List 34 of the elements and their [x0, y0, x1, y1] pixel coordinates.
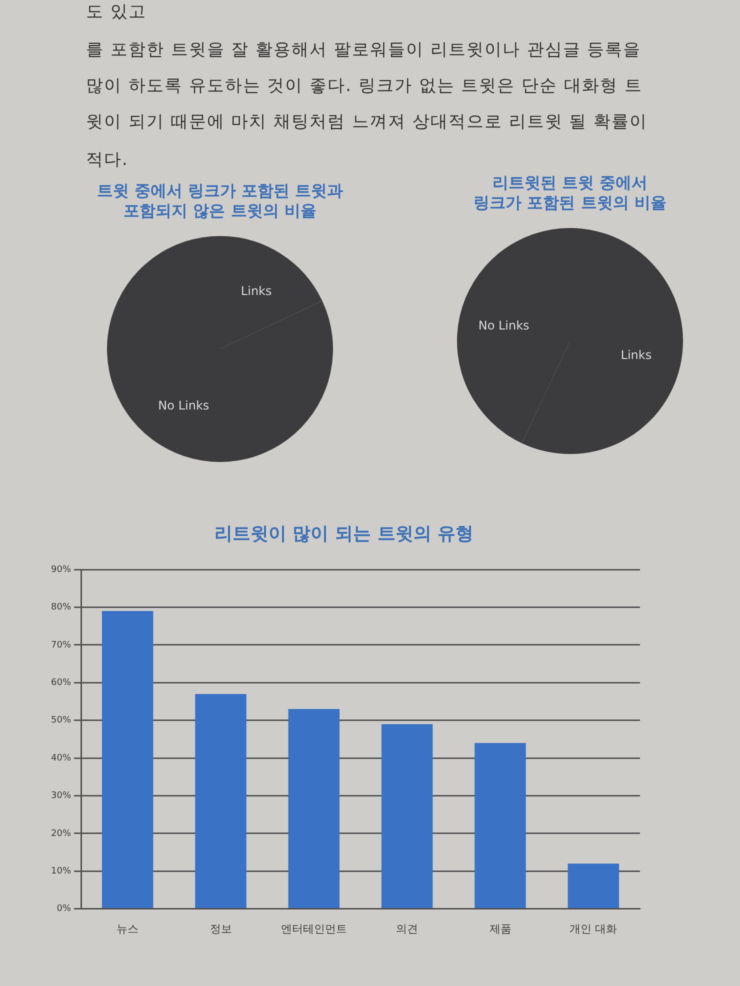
y-tick-label: 60%: [50, 678, 72, 688]
y-tick-label: 90%: [50, 564, 72, 575]
y-tick-label: 70%: [50, 640, 72, 650]
x-tick-label: 정보: [210, 922, 232, 936]
slice-label: Links: [240, 284, 272, 298]
x-tick-label: 엔터테인먼트: [280, 922, 347, 936]
text: 를 포함한 트윗을 잘 활용해서 팔로워들이 리트윗이나 관심글 등록을: [86, 40, 642, 60]
slice-label: No Links: [158, 398, 210, 412]
y-tick-label: 50%: [50, 716, 72, 726]
text: 많이 하도록 유도하는 것이 좋다. 링크가 없는 트윗은 단순 대화형 트: [86, 76, 642, 96]
y-tick-label: 0%: [56, 904, 72, 914]
bar: [288, 709, 340, 908]
slice-label: No Links: [478, 318, 530, 332]
text: 도 있고: [86, 2, 146, 22]
slice-label: Links: [620, 348, 652, 362]
x-tick-label: 뉴스: [116, 922, 139, 936]
text: 윗이 되기 때문에 마치 채팅처럼 느껴져 상대적으로 리트윗 될 확률이: [86, 112, 648, 132]
x-tick-label: 의견: [396, 922, 418, 936]
y-tick-label: 10%: [50, 866, 72, 876]
bar: [381, 724, 433, 908]
x-tick-label: 제품: [489, 922, 512, 936]
x-tick-label: 개인 대화: [570, 922, 618, 936]
chart-title: 트윗 중에서 링크가 포함된 트윗과 포함되지 않은 트윗의 비율: [96, 181, 344, 220]
bar: [474, 742, 526, 908]
y-tick-label: 80%: [50, 602, 72, 613]
bar: [568, 864, 620, 908]
y-tick-label: 40%: [50, 753, 72, 764]
chart-title: 리트윗된 트윗 중에서 링크가 포함된 트윗의 비율: [474, 173, 666, 212]
y-tick-label: 20%: [50, 828, 72, 839]
y-tick-label: 30%: [50, 791, 72, 802]
bar: [102, 611, 154, 908]
text: 적다.: [86, 150, 128, 170]
chart-title: 리트윗이 많이 되는 트윗의 유형: [214, 523, 474, 544]
bar: [195, 694, 246, 908]
